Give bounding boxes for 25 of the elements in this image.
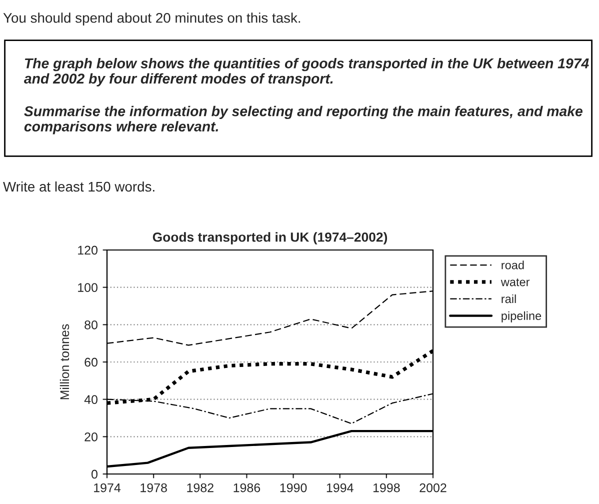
y-tick-label: 60	[84, 358, 98, 367]
x-tick-label: 1990	[280, 483, 307, 492]
y-axis-title: Million tonnes	[60, 324, 70, 400]
text: The graph below shows the quantities of goods transported in the UK between 1974 and 2002 by four different modes of transport.	[24, 58, 589, 86]
x-tick-label: 1994	[326, 483, 354, 492]
y-tick-label: 100	[78, 283, 98, 292]
x-tick-label: 1978	[140, 483, 167, 492]
legend-label: road	[502, 260, 524, 270]
legend-label: rail	[502, 294, 516, 304]
y-tick-label: 80	[84, 320, 98, 330]
text: You should spend about 20 minutes on this task.	[3, 12, 300, 26]
text: Summarise the information by selecting and reporting the main features, and make comparisons where relevant.	[24, 106, 582, 134]
x-tick-label: 1986	[234, 483, 260, 492]
y-tick-label: 0	[92, 470, 98, 479]
legend-label: pipeline	[502, 311, 542, 322]
x-tick-label: 1998	[373, 483, 400, 492]
text: Write at least 150 words.	[3, 181, 154, 192]
y-tick-label: 40	[84, 395, 98, 404]
x-tick-label: 2002	[420, 483, 446, 492]
y-tick-label: 20	[84, 432, 98, 442]
x-tick-label: 1982	[187, 483, 214, 492]
chart-title: Goods transported in UK (1974–2002)	[152, 232, 388, 244]
x-tick-label: 1974	[94, 483, 121, 492]
y-tick-label: 120	[78, 246, 98, 255]
legend-label: water	[500, 278, 530, 286]
